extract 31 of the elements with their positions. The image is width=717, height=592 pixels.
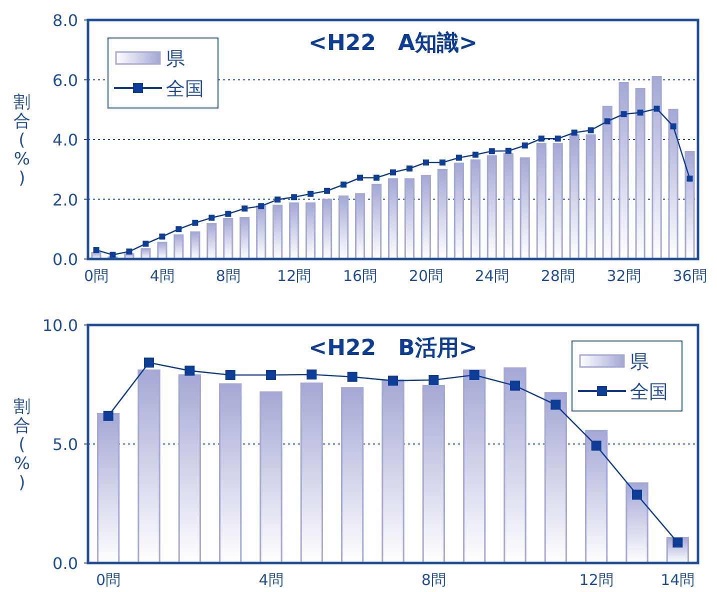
y-tick-label: 4.0: [52, 130, 78, 150]
text: <H22 A知識>: [308, 31, 478, 56]
y-tick-label: 0.0: [52, 554, 78, 573]
x-tick-label: 28問: [540, 267, 575, 285]
x-tick-label: 14問: [660, 571, 695, 589]
y-axis-title: 割合(%): [14, 397, 30, 493]
x-tick-label: 20問: [408, 267, 444, 285]
y-tick-label: 0.0: [52, 250, 78, 269]
x-tick-label: 0問: [96, 571, 121, 589]
x-tick-label: 12問: [579, 571, 614, 589]
x-tick-label: 36問: [672, 267, 707, 285]
y-tick-label: 10.0: [42, 316, 78, 335]
x-tick-label: 8問: [421, 571, 446, 589]
text: <H22 B活用>: [308, 336, 478, 361]
legend-label: 県: [630, 351, 649, 373]
x-tick-label: 12問: [277, 267, 312, 285]
y-tick-label: 6.0: [52, 70, 78, 90]
x-tick-label: 0問: [84, 267, 109, 285]
y-axis-title: 割合(%): [14, 92, 30, 188]
x-tick-label: 4問: [150, 267, 174, 285]
x-tick-label: 8問: [216, 267, 240, 285]
x-tick-label: 32問: [606, 267, 641, 285]
legend-label: 県: [166, 48, 185, 70]
y-tick-label: 8.0: [52, 11, 78, 30]
y-tick-label: 2.0: [52, 190, 78, 210]
y-tick-label: 5.0: [52, 435, 78, 454]
x-tick-label: 4問: [258, 571, 284, 589]
x-tick-label: 16問: [342, 267, 378, 285]
x-tick-label: 24問: [474, 267, 509, 285]
legend-label: 全国: [630, 381, 668, 403]
legend-label: 全国: [166, 78, 204, 100]
